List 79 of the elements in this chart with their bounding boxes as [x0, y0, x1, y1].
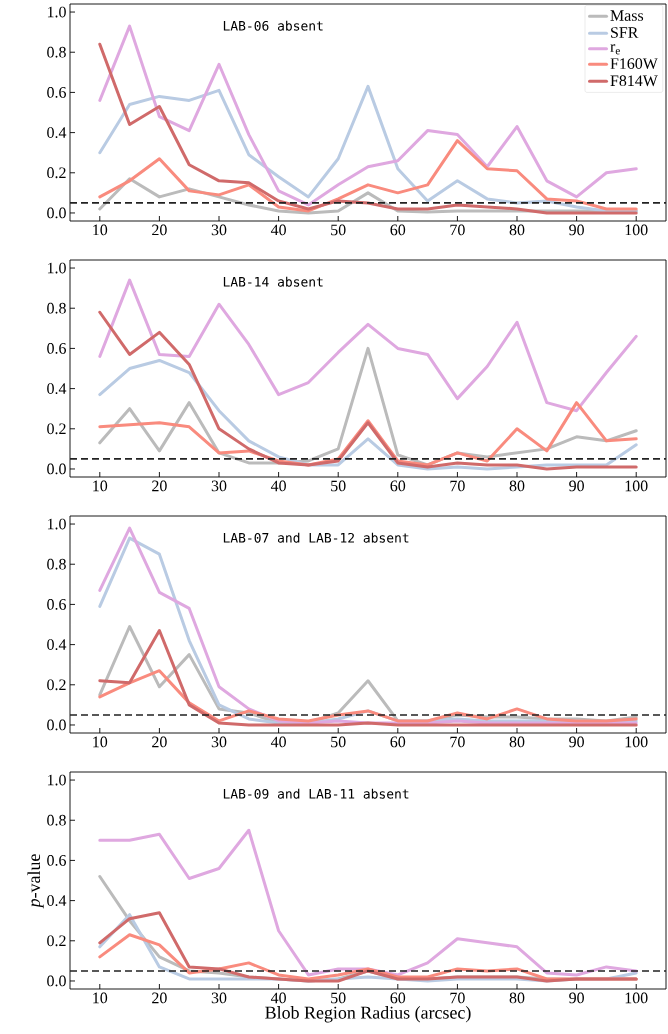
- line-series: [98, 828, 638, 977]
- legend-label: SFR: [611, 27, 639, 38]
- y-tick-label: 1.0: [47, 774, 66, 786]
- legend-label: r$_{e}$: [610, 44, 620, 55]
- x-tick-label: 90: [569, 480, 584, 492]
- x-tick-label: 60: [390, 224, 406, 236]
- y-tick-label: 0.6: [47, 599, 67, 610]
- x-tick-label: 60: [390, 992, 406, 1004]
- x-tick-label: 100: [625, 224, 648, 236]
- y-tick-label: 1.0: [47, 6, 66, 18]
- x-tick-label: 40: [270, 224, 286, 236]
- text: LAB-06 absent: [223, 20, 323, 31]
- line-series: [98, 84, 638, 213]
- y-tick-label: 0.2: [47, 167, 66, 179]
- x-tick-label: 100: [625, 736, 648, 748]
- x-tick-label: 90: [569, 224, 584, 236]
- x-tick-label: 10: [93, 480, 108, 492]
- y-tick-label: 0.8: [47, 46, 66, 58]
- line-series: [98, 278, 638, 413]
- x-tick-label: 60: [390, 736, 406, 748]
- y-tick-label: 0.4: [47, 127, 67, 138]
- y-axis-title: p-value: [27, 854, 44, 909]
- x-tick-label: 70: [450, 480, 465, 492]
- x-tick-label: 30: [211, 992, 227, 1004]
- y-tick-label: 0.0: [47, 207, 66, 219]
- y-tick-label: 0.0: [47, 463, 66, 475]
- y-tick-label: 1.0: [47, 262, 66, 274]
- text: LAB-09 and LAB-11 absent: [223, 788, 409, 799]
- y-tick-label: 0.0: [47, 975, 66, 987]
- x-tick-label: 40: [270, 480, 286, 492]
- y-tick-label: 0.8: [47, 302, 66, 314]
- x-tick-label: 80: [509, 736, 525, 748]
- y-tick-label: 0.8: [47, 558, 66, 570]
- y-tick-label: 0.2: [47, 423, 66, 435]
- legend-label: F160W: [610, 58, 658, 70]
- x-tick-label: 50: [331, 480, 346, 492]
- x-tick-label: 70: [450, 992, 465, 1004]
- x-tick-label: 50: [331, 736, 346, 748]
- x-tick-label: 40: [270, 736, 286, 748]
- legend-label: Mass: [610, 10, 644, 21]
- x-tick-label: 20: [152, 736, 167, 748]
- x-tick-label: 100: [625, 992, 648, 1004]
- x-tick-label: 30: [211, 224, 227, 236]
- y-tick-label: 0.6: [47, 87, 67, 98]
- x-tick-label: 80: [509, 992, 525, 1004]
- x-tick-label: 70: [450, 736, 465, 748]
- y-tick-label: 0.0: [47, 719, 66, 731]
- x-tick-label: 10: [93, 736, 108, 748]
- x-tick-label: 40: [270, 992, 286, 1004]
- text: LAB-07 and LAB-12 absent: [223, 532, 409, 543]
- y-tick-label: 0.2: [47, 679, 66, 691]
- x-tick-label: 90: [569, 992, 584, 1004]
- y-tick-label: 0.2: [47, 935, 66, 947]
- x-tick-label: 20: [152, 480, 167, 492]
- x-tick-label: 30: [211, 736, 227, 748]
- y-tick-label: 0.6: [47, 343, 67, 354]
- x-tick-label: 10: [93, 992, 108, 1004]
- x-tick-label: 50: [331, 992, 346, 1004]
- x-tick-label: 60: [390, 480, 406, 492]
- x-tick-label: 70: [450, 224, 465, 236]
- x-tick-label: 20: [152, 224, 167, 236]
- y-tick-label: 0.4: [47, 383, 67, 394]
- x-tick-label: 10: [93, 224, 108, 236]
- x-tick-label: 80: [509, 224, 525, 236]
- legend-label: F814W: [610, 75, 658, 87]
- x-tick-label: 30: [211, 480, 227, 492]
- x-tick-label: 50: [331, 224, 346, 236]
- x-tick-label: 80: [509, 480, 525, 492]
- y-tick-label: 0.4: [47, 639, 67, 651]
- y-tick-label: 0.8: [47, 814, 66, 826]
- y-tick-label: 0.4: [47, 895, 67, 907]
- x-tick-label: 20: [152, 992, 167, 1004]
- x-tick-label: 90: [569, 736, 584, 748]
- line-series: [98, 139, 638, 213]
- x-axis-title: Blob Region Radius (arcsec): [265, 1006, 471, 1023]
- y-tick-label: 0.6: [47, 855, 67, 866]
- x-tick-label: 100: [625, 480, 648, 492]
- text: LAB-14 absent: [223, 276, 323, 287]
- y-tick-label: 1.0: [47, 518, 66, 530]
